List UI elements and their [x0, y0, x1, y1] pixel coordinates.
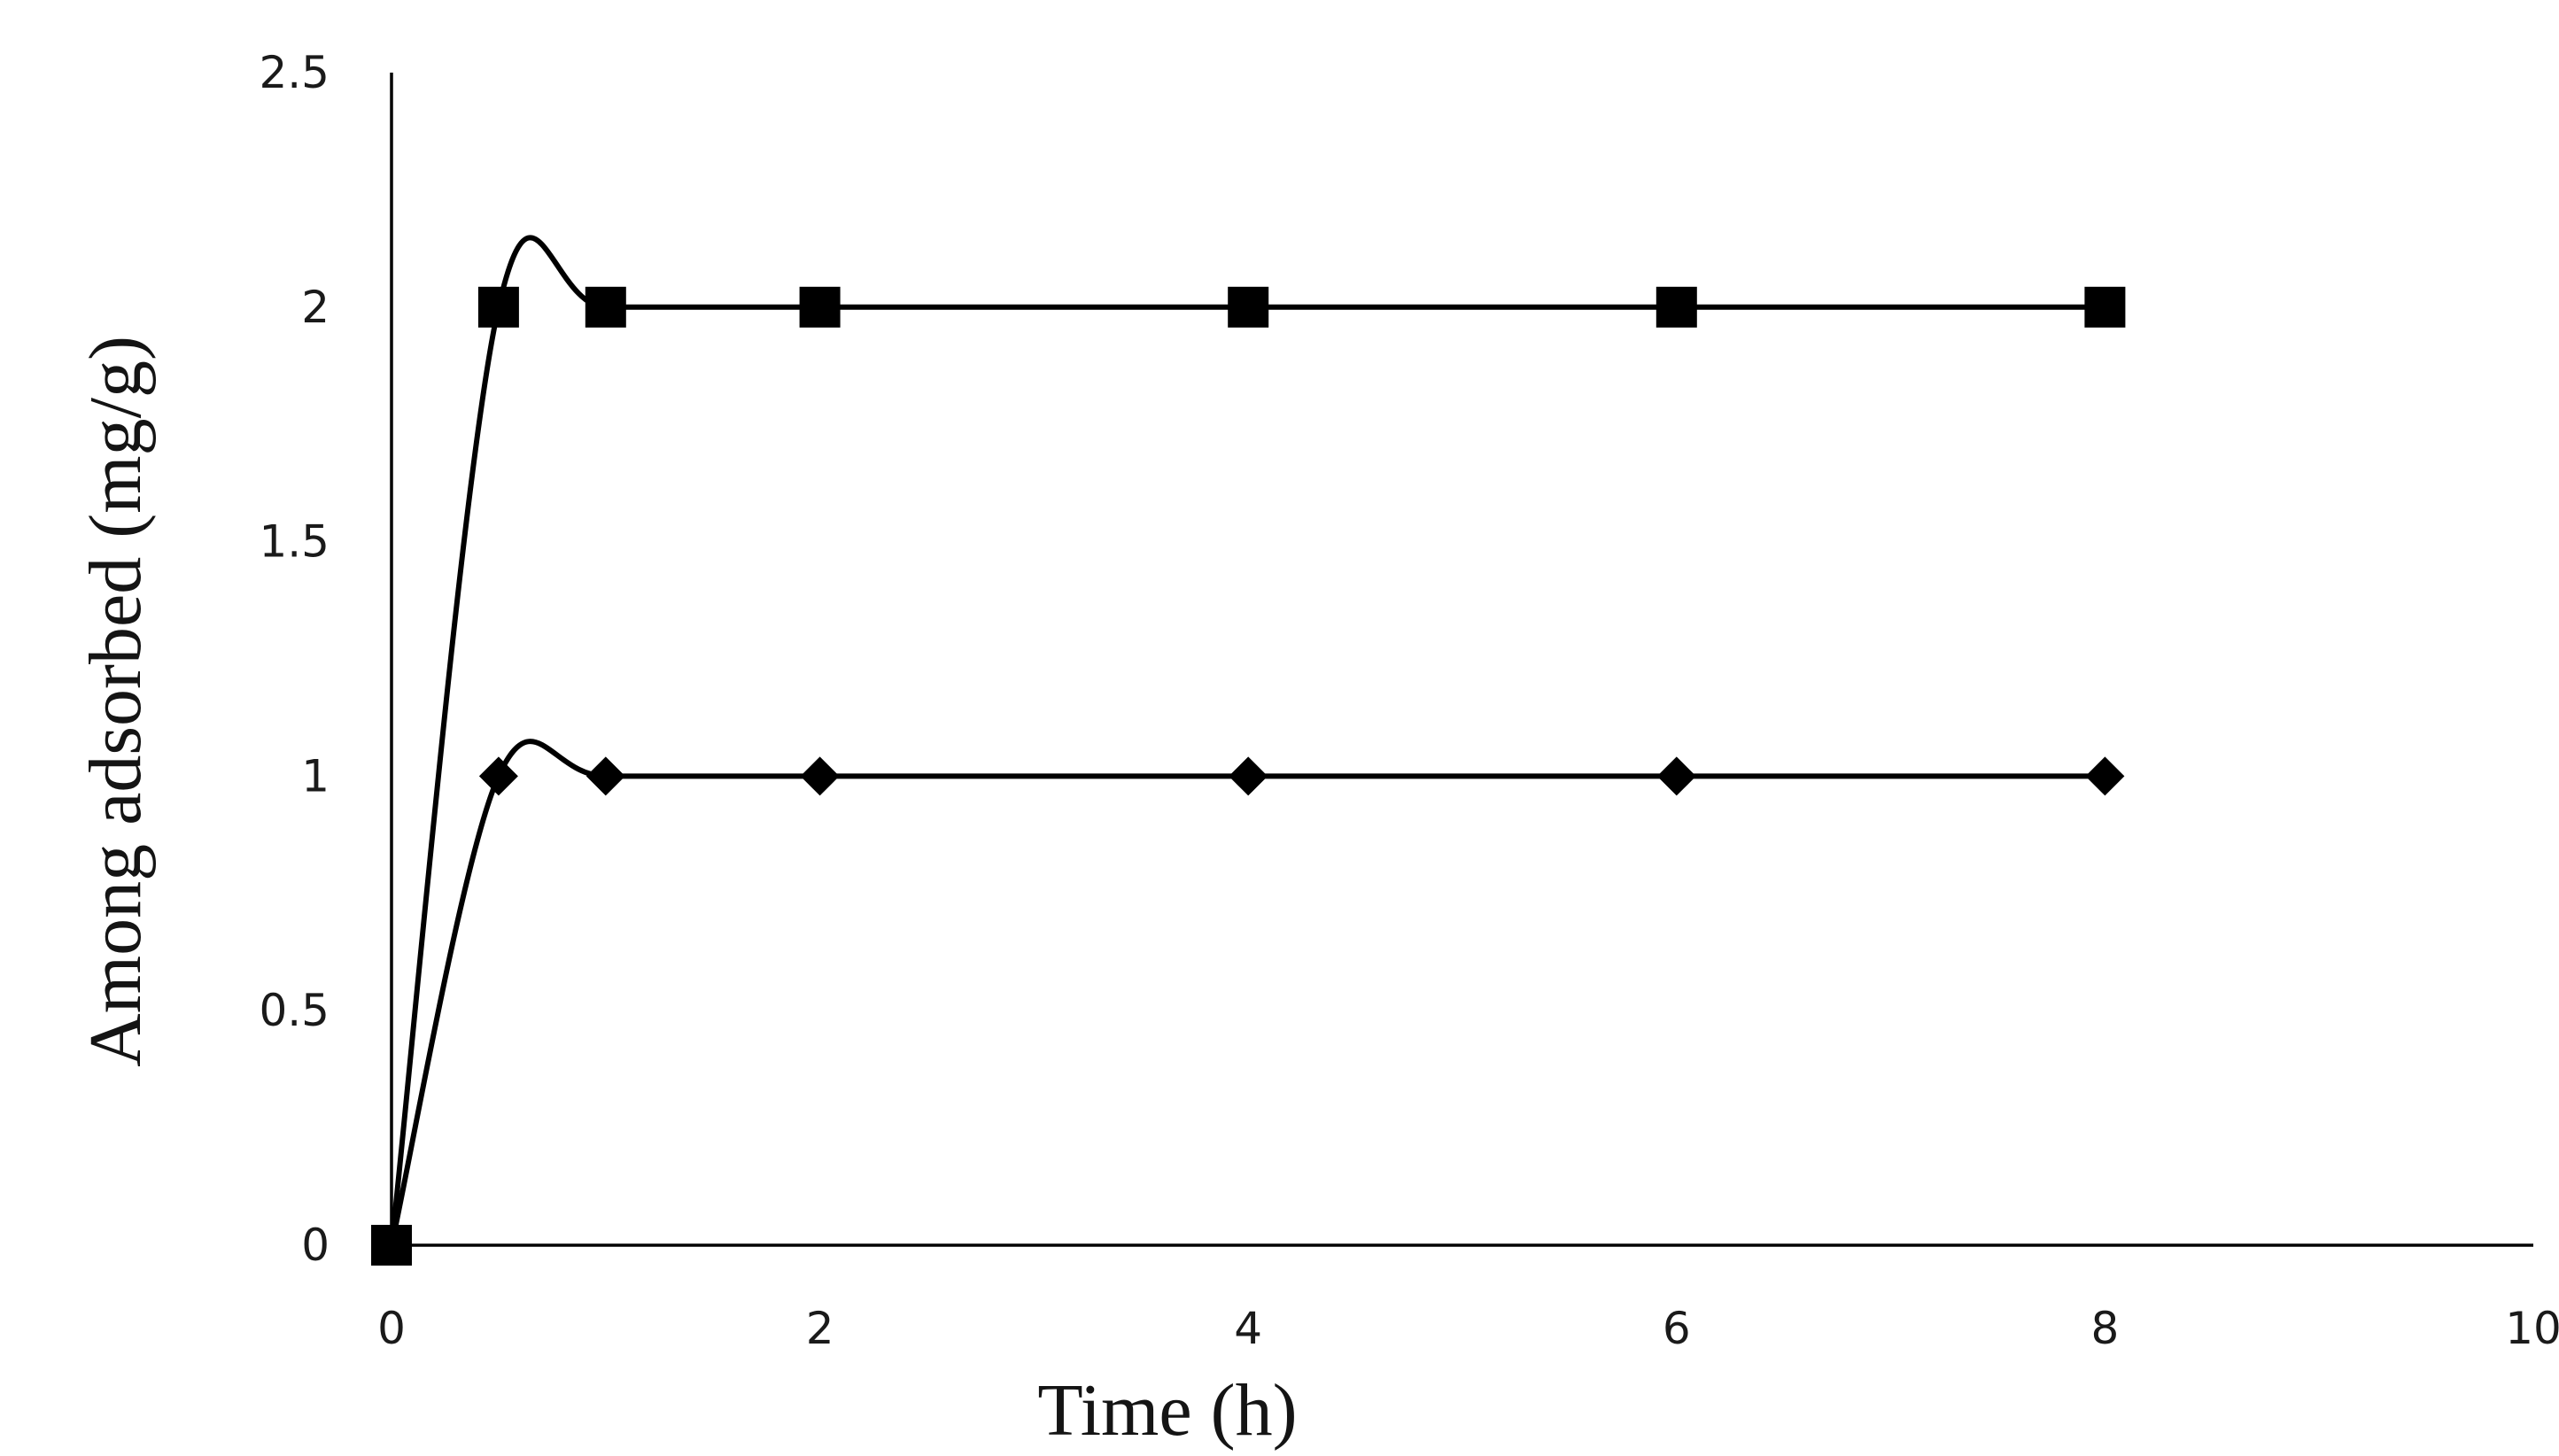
x-axis-title: Time (h)	[1037, 1369, 1297, 1452]
square-marker	[1228, 286, 1269, 328]
x-tick-label: 0	[377, 1303, 406, 1354]
x-tick-label: 2	[806, 1303, 834, 1354]
x-tick-label: 4	[1234, 1303, 1262, 1354]
y-tick-label: 0	[301, 1220, 330, 1271]
series	[371, 235, 2126, 1266]
y-tick-label: 2	[301, 282, 330, 333]
diamond-marker	[1229, 756, 1268, 796]
y-tick-label: 1.5	[259, 516, 330, 568]
series-line-diamond	[389, 739, 2108, 1248]
diamond-marker	[372, 1226, 411, 1265]
diamond-marker	[478, 756, 518, 796]
series-line-square	[389, 235, 2108, 1248]
square-marker	[1656, 286, 1697, 328]
y-tick-label: 1	[301, 750, 330, 802]
square-marker	[585, 286, 626, 328]
square-marker	[799, 286, 841, 328]
square-marker	[477, 286, 519, 328]
square-marker	[2084, 286, 2126, 328]
diamond-marker	[800, 756, 840, 796]
y-tick-label: 2.5	[259, 47, 330, 98]
series-square	[371, 235, 2126, 1266]
x-tick-label: 6	[1663, 1303, 1691, 1354]
y-tick-label: 0.5	[259, 985, 330, 1036]
tick-labels: 0 0.5 1 1.5 2 2.5 0 2 4 6 8 10	[259, 47, 2559, 1354]
y-axis-title: Among adsorbed (mg/g)	[74, 336, 157, 1067]
diamond-marker	[1656, 756, 1696, 796]
diamond-marker	[2085, 756, 2125, 796]
series-diamond	[372, 739, 2125, 1265]
diamond-marker	[585, 756, 625, 796]
axes	[390, 73, 2533, 1247]
x-tick-label: 10	[2505, 1303, 2559, 1354]
x-tick-label: 8	[2090, 1303, 2119, 1354]
